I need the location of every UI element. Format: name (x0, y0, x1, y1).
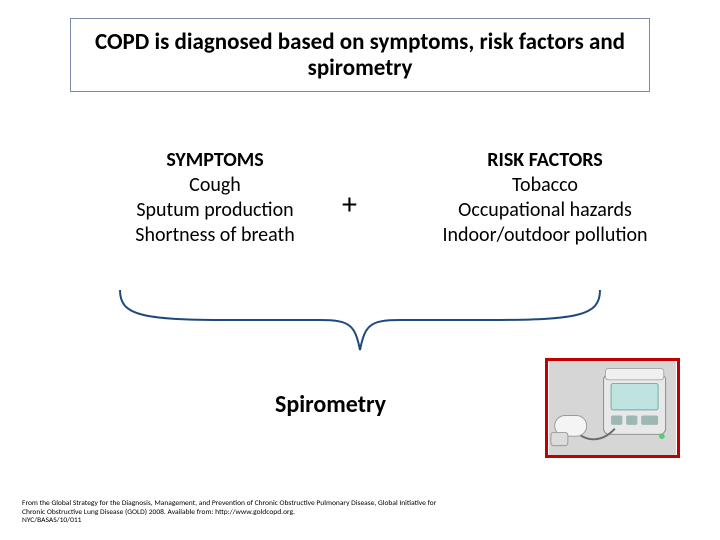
footnote-line: NYC/BASAS/10/011 (22, 517, 582, 526)
slide: COPD is diagnosed based on symptoms, ris… (0, 0, 720, 540)
curly-brace (110, 280, 610, 360)
symptoms-column: SYMPTOMS Cough Sputum production Shortne… (110, 148, 320, 248)
risk-factors-column: RISK FACTORS Tobacco Occupational hazard… (400, 148, 690, 248)
symptoms-heading: SYMPTOMS (110, 148, 320, 173)
curly-brace-icon (110, 280, 610, 360)
risk-factors-item: Indoor/outdoor pollution (400, 223, 690, 248)
spirometry-label: Spirometry (275, 390, 386, 419)
symptoms-item: Shortness of breath (110, 223, 320, 248)
spirometer-icon (548, 361, 677, 455)
risk-factors-item: Occupational hazards (400, 198, 690, 223)
title-box: COPD is diagnosed based on symptoms, ris… (70, 18, 650, 92)
footnote: From the Global Strategy for the Diagnos… (22, 500, 582, 526)
symptoms-item: Cough (110, 173, 320, 198)
symptoms-item: Sputum production (110, 198, 320, 223)
spirometer-image (545, 358, 680, 458)
risk-factors-heading: RISK FACTORS (400, 148, 690, 173)
plus-sign: + (342, 186, 357, 223)
risk-factors-item: Tobacco (400, 173, 690, 198)
page-title: COPD is diagnosed based on symptoms, ris… (91, 29, 629, 82)
footnote-line: Chronic Obstructive Lung Disease (GOLD) … (22, 509, 582, 518)
